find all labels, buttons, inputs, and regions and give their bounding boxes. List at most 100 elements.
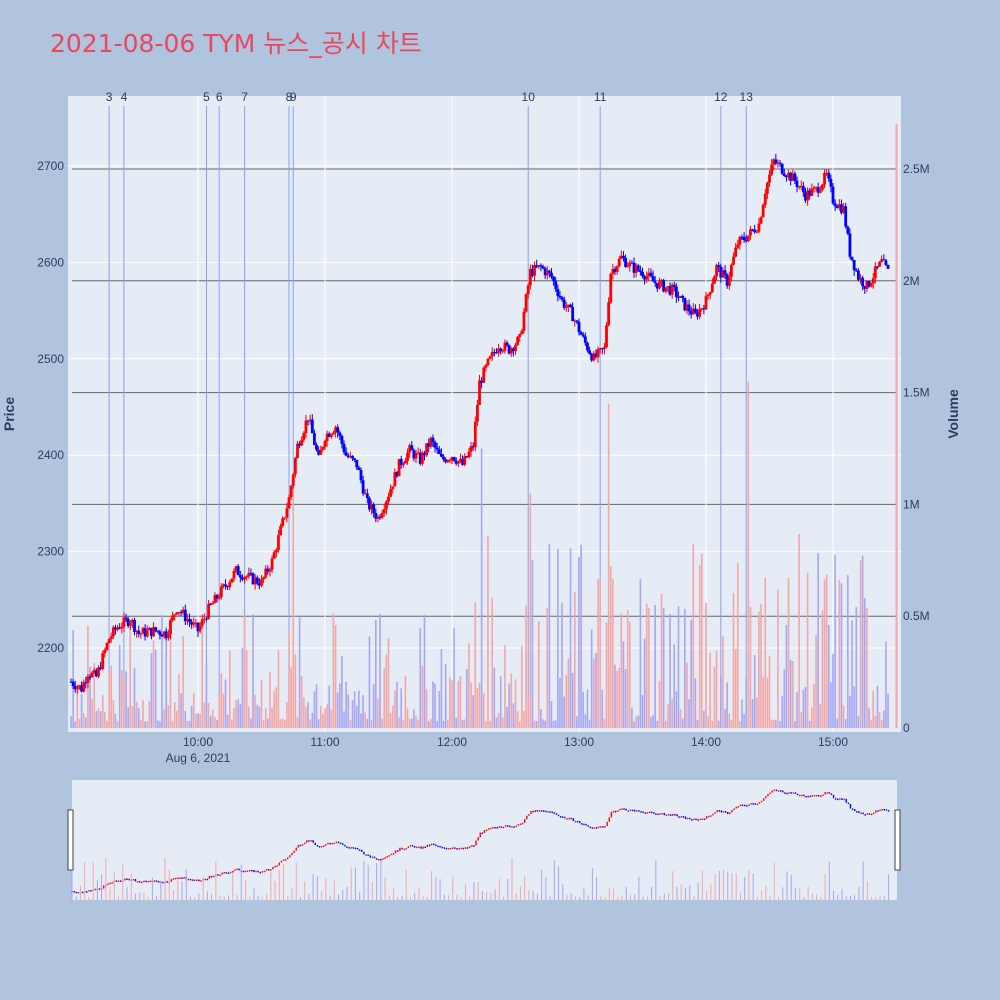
- candle-body: [393, 472, 397, 487]
- candle-body: [605, 325, 608, 348]
- volume-bar: [129, 620, 132, 728]
- candle-body: [744, 240, 748, 242]
- volume-bar: [451, 680, 453, 728]
- rangeslider-left-handle[interactable]: [67, 809, 74, 871]
- volume-bar: [290, 667, 292, 728]
- volume-bar: [341, 656, 343, 728]
- slider-volume-bar: [333, 879, 335, 900]
- volume-bar: [449, 677, 451, 728]
- slider-candle: [162, 881, 164, 884]
- slider-candle: [458, 848, 460, 850]
- volume-bar: [635, 716, 637, 728]
- volume-bar: [876, 685, 879, 728]
- slider-volume-bar: [849, 895, 851, 900]
- rangeslider-background[interactable]: [72, 780, 897, 900]
- slider-volume-bar: [634, 894, 636, 900]
- slider-candle: [864, 814, 866, 816]
- slider-volume-bar: [278, 869, 280, 900]
- volume-bar: [156, 720, 159, 728]
- candle-body: [787, 172, 790, 178]
- volume-bar: [421, 665, 424, 728]
- slider-volume-bar: [574, 896, 576, 900]
- slider-volume-bar: [693, 896, 695, 900]
- slider-candle: [255, 870, 257, 873]
- candle-body: [867, 281, 871, 287]
- candle-body: [224, 584, 227, 587]
- volume-bar: [455, 717, 458, 728]
- slider-volume-bar: [232, 872, 234, 900]
- slider-candle: [329, 842, 331, 845]
- candlesticks[interactable]: [69, 153, 890, 694]
- candle-body: [780, 163, 784, 174]
- slider-candle: [661, 813, 663, 815]
- slider-candle: [316, 845, 319, 847]
- candle-body: [84, 682, 88, 684]
- volume-bar: [167, 705, 170, 728]
- volume-bar: [690, 619, 692, 728]
- candle-body: [873, 266, 877, 279]
- candle-body: [219, 586, 223, 598]
- candle-body: [622, 255, 625, 259]
- slider-candle: [822, 794, 824, 796]
- slider-candle: [881, 808, 883, 811]
- slider-candle: [382, 858, 384, 860]
- slider-volume-bar: [270, 871, 272, 900]
- slider-candle: [553, 812, 556, 814]
- volume-bar: [762, 676, 764, 728]
- candle-body: [772, 159, 776, 165]
- candle-body: [694, 308, 697, 313]
- volume-bar: [578, 557, 580, 728]
- candle-body: [740, 236, 744, 238]
- slider-candle: [648, 811, 651, 814]
- candle-body: [128, 622, 132, 626]
- time-tick-label: 13:00: [564, 735, 594, 749]
- slider-volume-bar: [101, 874, 103, 900]
- volume-bar: [440, 649, 443, 728]
- slider-volume-bar: [490, 892, 492, 900]
- candle-body: [619, 255, 623, 259]
- volume-bar: [629, 621, 631, 728]
- candle-body: [624, 258, 627, 267]
- slider-candle: [570, 817, 572, 820]
- volume-bar: [89, 666, 91, 728]
- candle-body: [222, 584, 225, 587]
- rangeslider-right-handle[interactable]: [894, 809, 901, 871]
- candle-body: [378, 516, 382, 518]
- volume-bar: [328, 685, 331, 728]
- volume-bar: [571, 672, 574, 728]
- candle-body: [291, 474, 295, 486]
- slider-candle: [191, 879, 194, 881]
- slider-volume-bar: [405, 869, 407, 900]
- volume-bar: [466, 668, 468, 728]
- slider-volume-bar: [206, 891, 208, 900]
- candle-body: [715, 265, 718, 277]
- volume-bar: [283, 719, 286, 728]
- candle-body: [183, 609, 187, 622]
- slider-volume-bar: [249, 896, 251, 900]
- volume-bar: [525, 605, 527, 728]
- slider-volume-bar: [118, 896, 120, 900]
- volume-bar: [550, 701, 553, 728]
- slider-candle: [659, 813, 661, 815]
- candle-body: [266, 568, 270, 572]
- volume-bar: [834, 555, 836, 728]
- slider-volume-bar: [718, 870, 720, 900]
- candle-body: [577, 322, 581, 333]
- candle-body: [450, 457, 454, 461]
- volume-bar: [472, 695, 474, 728]
- volume-bar: [446, 719, 449, 728]
- slider-volume-bar: [134, 893, 136, 900]
- slider-candle: [794, 792, 797, 794]
- slider-candle: [528, 814, 530, 816]
- volume-bar: [457, 680, 460, 728]
- volume-bar: [343, 711, 345, 728]
- candle-body: [408, 445, 412, 453]
- candle-body: [662, 280, 666, 292]
- volume-bar: [281, 718, 284, 728]
- news-marker-label: 11: [594, 90, 607, 104]
- volume-bar: [758, 611, 760, 728]
- candle-body: [710, 283, 714, 293]
- volume-bar: [493, 667, 496, 728]
- volume-bar: [641, 695, 644, 728]
